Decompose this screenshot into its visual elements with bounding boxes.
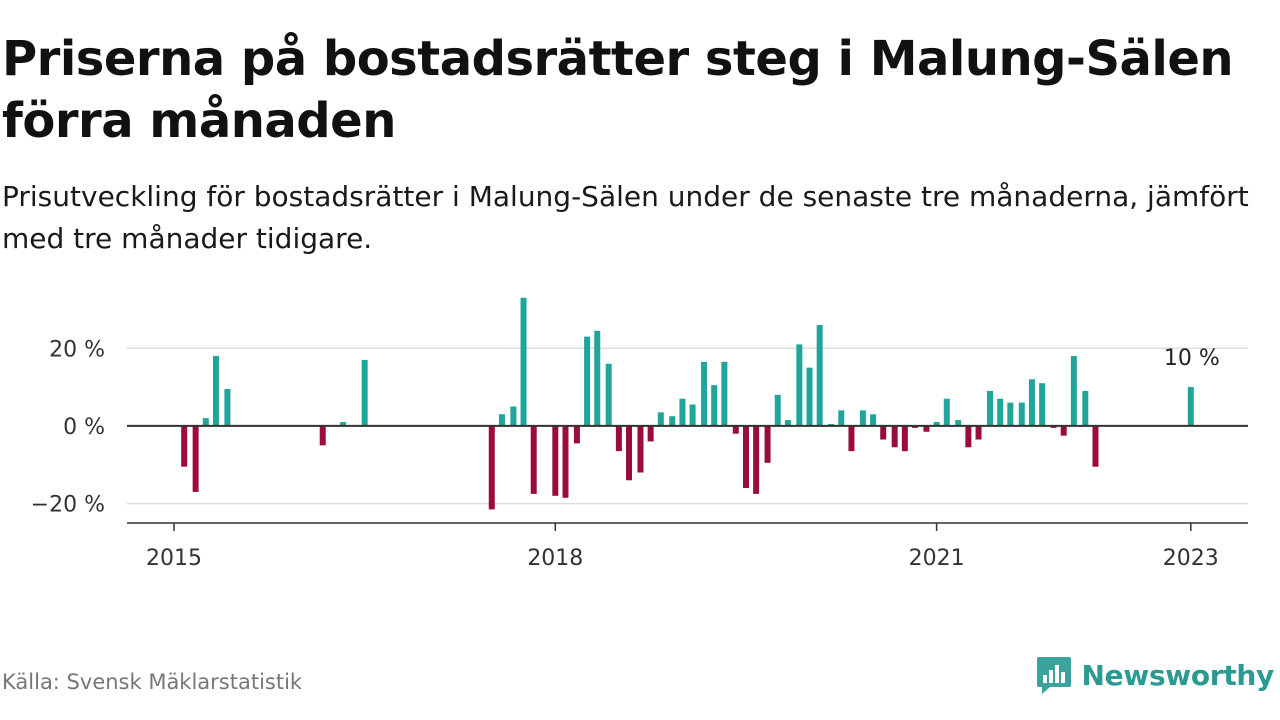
axes [127, 424, 1248, 531]
bar [224, 389, 231, 426]
bar [669, 416, 676, 426]
bar [212, 356, 219, 426]
bar [859, 410, 866, 426]
bar [933, 422, 940, 426]
x-tick-label: 2018 [527, 546, 583, 571]
bar [657, 412, 664, 426]
bar [340, 422, 347, 426]
bar [816, 324, 823, 426]
newsworthy-logo-icon [1036, 657, 1071, 694]
bar [848, 425, 855, 452]
x-tick-label: 2015 [146, 546, 202, 571]
bar [1018, 402, 1025, 426]
x-tick-label: 2023 [1163, 546, 1219, 571]
bar [975, 425, 982, 440]
bar [774, 394, 781, 426]
bar [711, 385, 718, 426]
bar [594, 330, 601, 426]
bar [1028, 379, 1035, 426]
bar [573, 425, 580, 444]
y-tick-label: 20 % [49, 337, 105, 362]
bar [1039, 383, 1046, 426]
bar [1092, 425, 1099, 467]
bar [520, 297, 527, 426]
bar [679, 398, 686, 426]
bar [1187, 387, 1194, 426]
bar [530, 425, 537, 494]
bar [1060, 425, 1067, 436]
bar [647, 425, 654, 442]
bar [796, 344, 803, 426]
bar [784, 420, 791, 426]
bar [701, 361, 708, 426]
bar [880, 425, 887, 440]
bar [510, 406, 517, 426]
bar [319, 425, 326, 446]
bar [1070, 356, 1077, 426]
bar [552, 425, 559, 496]
bar [870, 414, 877, 426]
bar [997, 398, 1004, 426]
bar [637, 425, 644, 473]
bar [891, 425, 898, 448]
bar [1007, 402, 1014, 426]
bar [181, 425, 188, 467]
bar [615, 425, 622, 452]
brand-logo[interactable]: Newsworthy [1036, 652, 1274, 698]
x-tick-label: 2021 [909, 546, 965, 571]
latest-value-label: 10 % [1164, 346, 1220, 371]
bar-chart: 2015 2018 2021 2023 20 % 0 % −20 % 10 % [31, 297, 1248, 571]
bar [721, 361, 728, 426]
bar [986, 390, 993, 426]
bar [901, 425, 908, 452]
bar [584, 336, 591, 426]
bar [498, 414, 505, 426]
bar [202, 418, 209, 426]
bar [742, 425, 749, 489]
bar [764, 425, 771, 463]
bar [753, 425, 760, 494]
brand-name: Newsworthy [1081, 658, 1275, 692]
bar [965, 425, 972, 448]
tick-labels: 2015 2018 2021 2023 20 % 0 % −20 % 10 % [31, 337, 1220, 571]
bar [689, 404, 696, 426]
bar [955, 420, 962, 426]
bar [923, 425, 930, 432]
y-tick-label: 0 % [63, 415, 105, 440]
page-subtitle: Prisutveckling för bostadsrätter i Malun… [2, 180, 1249, 255]
bar [732, 425, 739, 434]
bar [488, 425, 495, 510]
bars [181, 297, 1194, 510]
bar [562, 425, 569, 498]
source-note: Källa: Svensk Mäklarstatistik [2, 670, 303, 694]
bar [1082, 390, 1089, 426]
bar [838, 410, 845, 426]
bar [626, 425, 633, 481]
bar [806, 367, 813, 426]
bar [192, 425, 199, 492]
page-title: Priserna på bostadsrätter steg i Malung-… [2, 31, 1234, 149]
grid-lines [127, 347, 1248, 505]
bar [605, 363, 612, 426]
bar [943, 398, 950, 426]
y-tick-label: −20 % [31, 493, 105, 518]
bar [361, 359, 368, 426]
